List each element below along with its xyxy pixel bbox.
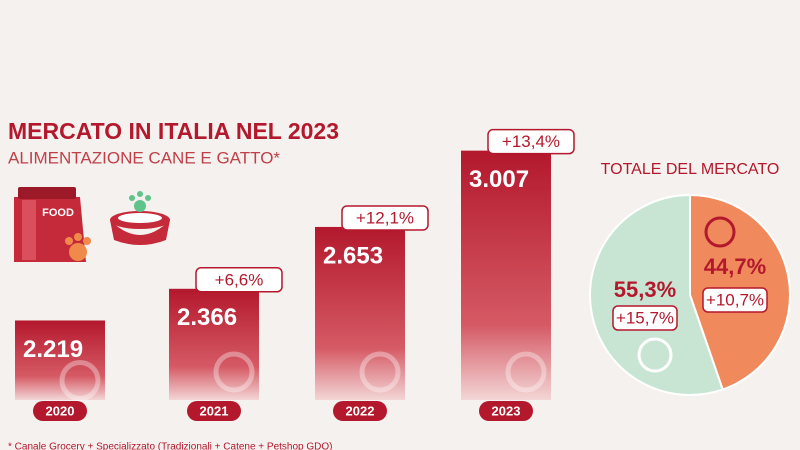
value-label: 3.007 [469, 166, 529, 193]
pie-value-label: 55,3% [614, 277, 676, 302]
food-label: FOOD [42, 207, 74, 219]
growth-badge [612, 305, 678, 331]
pie-title: TOTALE DEL MERCATO [601, 161, 780, 178]
year-pill [333, 401, 387, 421]
bowl-icon [110, 191, 170, 245]
dog-icon [704, 216, 736, 248]
growth-label: +15,7% [616, 308, 674, 327]
growth-label: +10,7% [706, 290, 764, 309]
cat-icon [637, 337, 673, 373]
title: MERCATO IN ITALIA NEL 2023 [8, 118, 339, 144]
value-label: 2.366 [177, 304, 237, 331]
bar [169, 288, 259, 400]
subtitle: ALIMENTAZIONE CANE E GATTO* [8, 148, 280, 167]
growth-badge [702, 287, 768, 313]
euro-icon [359, 351, 401, 393]
x-tick-label: 2021 [200, 403, 229, 418]
bar [315, 226, 405, 400]
bar [461, 150, 551, 400]
euro-icon [505, 351, 547, 393]
x-tick-label: 2020 [46, 403, 75, 418]
year-pill [33, 401, 87, 421]
food-icon: FOOD [14, 187, 91, 262]
year-pill [479, 401, 533, 421]
x-tick-label: 2023 [492, 403, 521, 418]
euro-icon [213, 351, 255, 393]
euro-icon [59, 359, 101, 401]
pie-slice [589, 193, 724, 396]
footnote: * Canale Grocery + Specializzato (Tradiz… [8, 442, 333, 450]
value-label: 2.653 [323, 242, 383, 269]
growth-badge [341, 205, 429, 231]
bar [15, 320, 105, 400]
x-tick-label: 2022 [346, 403, 375, 418]
growth-label: +12,1% [356, 208, 414, 227]
year-pill [187, 401, 241, 421]
pie-value-label: 44,7% [704, 254, 766, 279]
growth-label: +6,6% [215, 270, 264, 289]
growth-badge [195, 267, 283, 293]
value-label: 2.219 [23, 336, 83, 363]
growth-label: +13,4% [502, 132, 560, 151]
growth-badge [487, 128, 575, 155]
